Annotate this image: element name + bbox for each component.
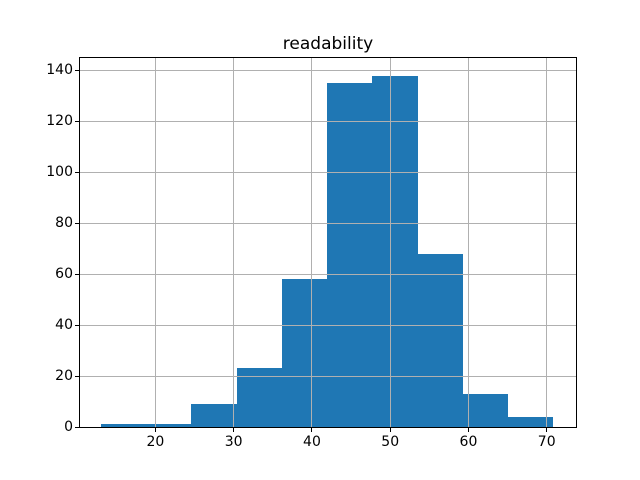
gridline-horizontal <box>80 324 576 326</box>
histogram-bar <box>508 416 554 427</box>
plot-area <box>79 57 577 428</box>
x-tick-mark <box>467 428 469 432</box>
histogram-bar <box>417 253 463 427</box>
histogram-bar <box>462 393 509 427</box>
y-tick-mark <box>75 171 79 173</box>
histogram-bar <box>146 424 192 427</box>
gridline-vertical <box>467 58 469 427</box>
y-tick-label: 100 <box>46 164 73 181</box>
histogram-bar <box>191 404 237 427</box>
x-tick-label: 60 <box>459 434 478 450</box>
y-tick-label: 120 <box>46 113 73 130</box>
histogram-bar <box>372 75 418 427</box>
x-tick-mark <box>546 428 548 432</box>
gridline-horizontal <box>80 273 576 275</box>
x-tick-label: 40 <box>303 434 321 450</box>
y-tick-label: 40 <box>55 317 73 334</box>
y-tick-mark <box>75 324 79 326</box>
x-tick-label: 70 <box>537 434 556 450</box>
y-tick-label: 20 <box>55 368 73 385</box>
y-tick-mark <box>75 426 79 428</box>
x-tick-label: 30 <box>224 434 243 450</box>
y-tick-label: 60 <box>55 266 73 283</box>
plot-canvas <box>80 58 576 427</box>
x-tick-label: 20 <box>146 434 165 450</box>
y-tick-label: 140 <box>46 62 73 79</box>
gridline-vertical <box>546 58 548 427</box>
gridline-vertical <box>154 58 156 427</box>
histogram-bar <box>100 424 147 427</box>
histogram-bar <box>281 279 328 427</box>
y-tick-mark <box>75 273 79 275</box>
y-tick-mark <box>75 375 79 377</box>
gridline-horizontal <box>80 222 576 224</box>
gridline-vertical <box>389 58 391 427</box>
y-tick-label: 0 <box>64 419 73 435</box>
x-tick-mark <box>233 428 235 432</box>
y-tick-mark <box>75 222 79 224</box>
gridline-horizontal <box>80 120 576 122</box>
gridline-horizontal <box>80 375 576 377</box>
x-tick-mark <box>389 428 391 432</box>
gridline-vertical <box>233 58 235 427</box>
chart-title: readability <box>282 34 374 54</box>
gridline-horizontal <box>80 69 576 71</box>
gridline-vertical <box>311 58 313 427</box>
y-tick-mark <box>75 69 79 71</box>
x-tick-mark <box>154 428 156 432</box>
x-tick-mark <box>311 428 313 432</box>
gridline-horizontal <box>80 171 576 173</box>
histogram-bar <box>327 83 373 427</box>
y-tick-mark <box>75 120 79 122</box>
y-tick-label: 80 <box>55 215 73 232</box>
x-tick-label: 50 <box>381 434 400 450</box>
histogram-bar <box>236 368 282 427</box>
